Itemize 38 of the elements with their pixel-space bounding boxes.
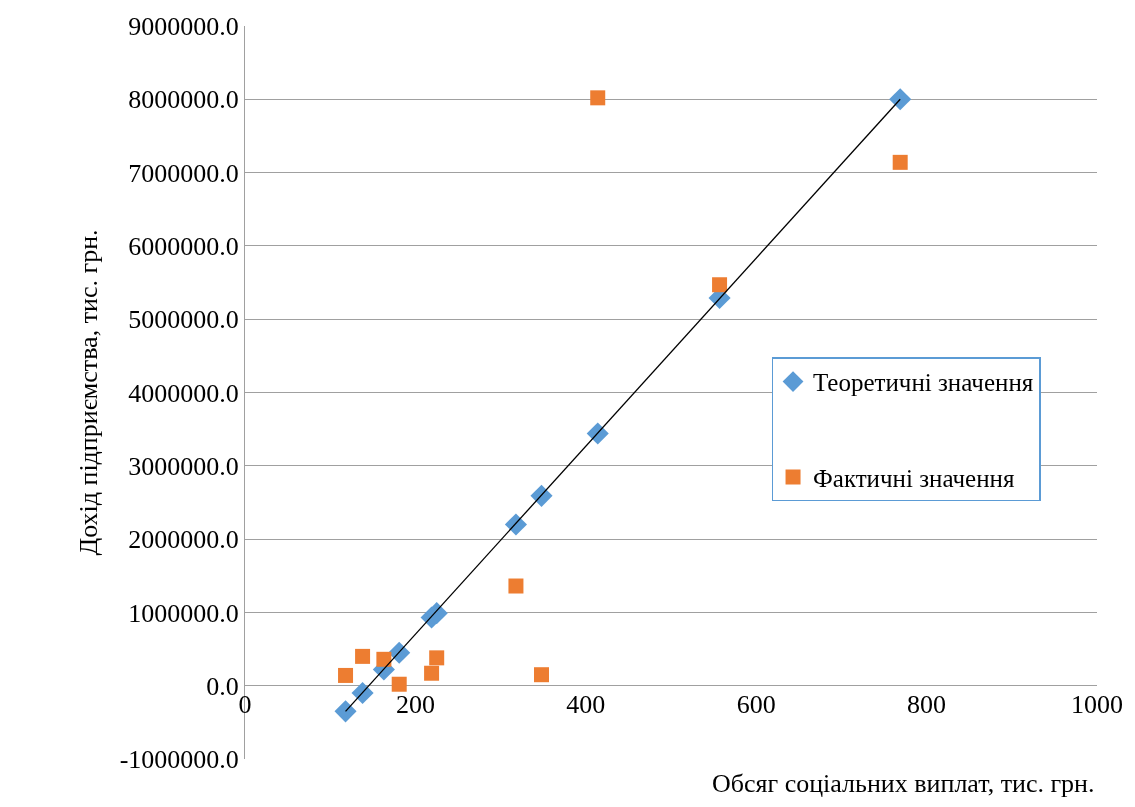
point	[590, 90, 606, 106]
x-tick-label: 800	[907, 689, 947, 719]
point	[712, 277, 728, 293]
legend-label: Теоретичні значення	[813, 369, 1034, 397]
y-tick-label: 7000000.0	[128, 158, 239, 188]
point	[355, 648, 371, 664]
x-tick-label: 1000	[1071, 689, 1123, 719]
legend-label: Фактичні значення	[813, 464, 1015, 492]
point	[429, 650, 445, 666]
point	[504, 513, 527, 536]
point	[508, 578, 524, 594]
x-tick-label: 0	[238, 689, 252, 719]
point	[334, 700, 357, 723]
point	[534, 667, 549, 683]
point	[351, 681, 374, 705]
y-tick-label: 2000000.0	[128, 525, 239, 555]
point	[338, 667, 354, 683]
point	[391, 676, 407, 692]
point	[424, 665, 440, 681]
point	[530, 484, 553, 507]
x-tick-label: 400	[566, 689, 606, 719]
y-tick-label: 0.0	[206, 671, 239, 701]
y-tick-label: 4000000.0	[128, 378, 239, 408]
point	[586, 422, 609, 445]
y-tick-label: 1000000.0	[128, 598, 239, 628]
y-axis-title: Дохід підприємства, тис. грн.	[74, 229, 104, 556]
y-tick-label: 5000000.0	[128, 305, 239, 335]
x-tick-label: 600	[736, 689, 776, 719]
point	[892, 154, 908, 170]
y-tick-label: 9000000.0	[128, 12, 239, 42]
x-axis-title: Обсяг соціальних виплат, тис. грн.	[712, 769, 1095, 798]
y-tick-label: 8000000.0	[128, 85, 239, 115]
x-tick-label: 200	[395, 689, 435, 719]
y-tick-label: 3000000.0	[128, 451, 239, 481]
y-tick-label: 6000000.0	[128, 232, 239, 261]
y-tick-label: -1000000.0	[119, 745, 239, 775]
point	[376, 651, 392, 667]
point	[889, 88, 912, 111]
